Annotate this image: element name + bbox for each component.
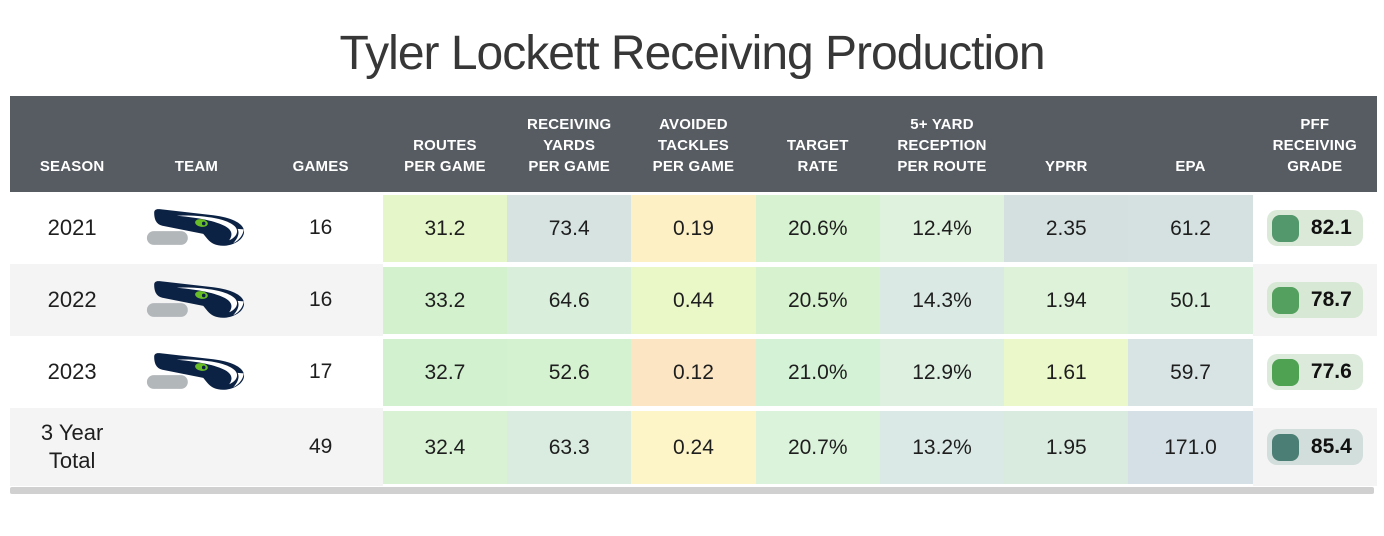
stat-cell-5-yard-reception-per-route: 12.9% <box>879 336 1005 408</box>
stat-cell-epa: 50.1 <box>1128 264 1253 336</box>
stat-cell-routes-per-game: 31.2 <box>382 192 508 264</box>
games-cell: 17 <box>308 360 333 383</box>
stat-cell-yprr: 1.61 <box>1004 336 1129 408</box>
stat-cell-avoided-tackles-per-game: 0.12 <box>631 336 756 408</box>
team-cell <box>134 264 258 336</box>
logo-pupil <box>202 221 206 226</box>
logo-gray-bar <box>147 231 189 245</box>
pff-grade-pill: 77.6 <box>1266 354 1363 390</box>
header-cell-season: SEASON <box>39 158 105 175</box>
logo-gray-bar <box>147 375 189 389</box>
table-row-2023: 2023 17 32.7 52.6 0.12 21.0% 12.9% 1.61 59.7 77.… <box>10 336 1377 408</box>
logo-pupil <box>202 365 206 370</box>
header-cell-team: TEAM <box>174 158 219 175</box>
games-cell: 16 <box>308 288 333 311</box>
seahawks-logo <box>147 209 245 246</box>
team-cell <box>134 192 258 264</box>
header-cell-pff-receiving-grade: PFF RECEIVING GRADE <box>1272 116 1357 175</box>
season-cell: 2023 <box>47 359 97 384</box>
logo-white-swirl <box>177 287 238 313</box>
pff-grade-cell: 77.6 <box>1253 336 1377 408</box>
seahawks-logo <box>147 281 245 318</box>
grade-color-chip <box>1271 433 1299 461</box>
table-row-2022: 2022 16 33.2 64.6 0.44 20.5% 14.3% 1.94 50.1 78.… <box>10 264 1377 336</box>
stat-cell-target-rate: 20.7% <box>755 408 880 486</box>
seahawks-logo <box>147 353 245 390</box>
games-cell: 49 <box>308 435 333 458</box>
pff-grade-pill: 85.4 <box>1266 429 1363 465</box>
header-cell-games: GAMES <box>292 158 349 175</box>
stat-cell-receiving-yards-per-game: 73.4 <box>507 192 632 264</box>
stat-cell-avoided-tackles-per-game: 0.24 <box>631 408 756 486</box>
stat-cell-avoided-tackles-per-game: 0.44 <box>631 264 756 336</box>
team-cell <box>134 408 258 486</box>
stat-cell-target-rate: 20.6% <box>755 192 880 264</box>
pff-grade-pill: 78.7 <box>1266 282 1363 318</box>
logo-hawk-head <box>154 209 245 246</box>
stat-cell-routes-per-game: 32.4 <box>382 408 508 486</box>
header-cell-yprr: YPRR <box>1045 158 1088 175</box>
header-cell-routes-per-game: ROUTES PER GAME <box>404 137 486 175</box>
pff-grade-value: 82.1 <box>1310 216 1352 239</box>
header-cell-avoided-tackles-per-game: AVOIDED TACKLES PER GAME <box>652 116 735 175</box>
grade-color-chip <box>1271 358 1299 386</box>
header-cell-target-rate: TARGET RATE <box>786 137 849 175</box>
header-cell-5-yard-reception-per-route: 5+ YARD RECEPTION PER ROUTE <box>897 116 987 175</box>
stat-cell-routes-per-game: 32.7 <box>382 336 508 408</box>
stat-cell-receiving-yards-per-game: 52.6 <box>507 336 632 408</box>
pff-grade-cell: 85.4 <box>1253 408 1377 486</box>
pff-grade-cell: 78.7 <box>1253 264 1377 336</box>
grade-color-chip <box>1271 214 1299 242</box>
stat-cell-epa: 59.7 <box>1128 336 1253 408</box>
stat-cell-routes-per-game: 33.2 <box>382 264 508 336</box>
receiving-production-table: SEASON TEAM GAMES ROUTES PER GAME RECEIVING … <box>10 96 1377 494</box>
stat-cell-receiving-yards-per-game: 64.6 <box>507 264 632 336</box>
stat-cell-target-rate: 21.0% <box>755 336 880 408</box>
pff-grade-value: 85.4 <box>1310 435 1352 458</box>
stat-cell-epa: 61.2 <box>1128 192 1253 264</box>
logo-pupil <box>202 293 206 298</box>
season-cell: 2022 <box>47 287 97 312</box>
header-cell-receiving-yards-per-game: RECEIVING YARDS PER GAME <box>527 116 612 175</box>
horizontal-scrollbar[interactable] <box>10 487 1374 494</box>
logo-white-swirl <box>177 359 238 385</box>
stat-cell-avoided-tackles-per-game: 0.19 <box>631 192 756 264</box>
logo-beak-highlight <box>233 300 245 316</box>
pff-grade-cell: 82.1 <box>1253 192 1377 264</box>
logo-white-swirl <box>177 215 238 241</box>
stat-cell-yprr: 2.35 <box>1004 192 1129 264</box>
stat-cell-epa: 171.0 <box>1128 408 1253 486</box>
stat-cell-5-yard-reception-per-route: 13.2% <box>879 408 1005 486</box>
header-cell-epa: EPA <box>1175 158 1206 175</box>
stat-cell-5-yard-reception-per-route: 12.4% <box>879 192 1005 264</box>
season-cell: 2021 <box>47 215 97 240</box>
table-row-3-year-total: 3 Year Total 49 32.4 63.3 0.24 20.7% 13.2% 1.95… <box>10 408 1377 486</box>
grade-color-chip <box>1271 286 1299 314</box>
stat-cell-yprr: 1.94 <box>1004 264 1129 336</box>
stat-cell-yprr: 1.95 <box>1004 408 1129 486</box>
stat-cell-5-yard-reception-per-route: 14.3% <box>879 264 1005 336</box>
logo-gray-bar <box>147 303 189 317</box>
logo-hawk-head <box>154 353 245 390</box>
logo-beak-highlight <box>233 372 245 388</box>
pff-grade-pill: 82.1 <box>1266 210 1363 246</box>
logo-beak-highlight <box>233 228 245 244</box>
season-cell: 3 Year Total <box>40 420 104 473</box>
pff-grade-value: 78.7 <box>1310 288 1352 311</box>
logo-hawk-head <box>154 281 245 318</box>
pff-grade-value: 77.6 <box>1310 360 1352 383</box>
table-header-row: SEASON TEAM GAMES ROUTES PER GAME RECEIVING … <box>10 96 1377 192</box>
stat-cell-receiving-yards-per-game: 63.3 <box>507 408 632 486</box>
page-title: Tyler Lockett Receiving Production <box>339 27 1045 80</box>
stat-cell-target-rate: 20.5% <box>755 264 880 336</box>
table-row-2021: 2021 16 31.2 73.4 0.19 20.6% 12.4% 2.35 61.2 82.… <box>10 192 1377 264</box>
table-body: 2021 16 31.2 73.4 0.19 20.6% 12.4% 2.35 61.2 82.… <box>10 192 1377 486</box>
games-cell: 16 <box>308 216 333 239</box>
team-cell <box>134 336 258 408</box>
